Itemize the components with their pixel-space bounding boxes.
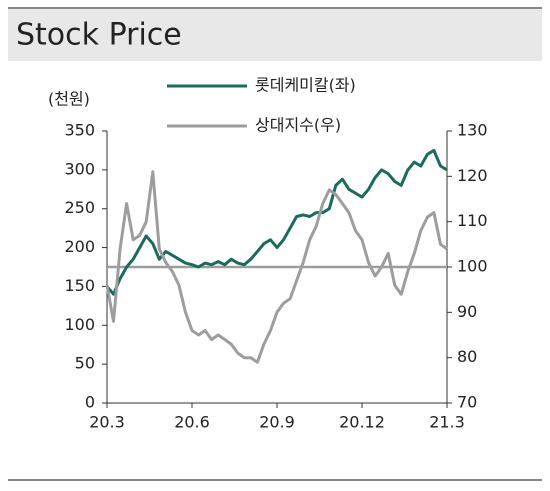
y2-tick-label: 90 xyxy=(457,302,477,321)
y2-tick-label: 120 xyxy=(457,166,488,185)
y2-tick-label: 110 xyxy=(457,211,488,230)
y2-tick-label: 70 xyxy=(457,393,477,412)
y2-tick-label: 80 xyxy=(457,347,477,366)
x-tick-label: 21.3 xyxy=(429,413,465,432)
x-tick-label: 20.6 xyxy=(174,413,210,432)
y-tick-label: 300 xyxy=(64,159,95,178)
series-line xyxy=(105,148,448,296)
y-tick-label: 0 xyxy=(85,393,95,412)
legend-label: 롯데케미칼(좌) xyxy=(255,76,356,95)
legend-label: 상대지수(우) xyxy=(255,116,341,135)
y2-tick-label: 130 xyxy=(457,121,488,140)
x-tick-label: 20.12 xyxy=(339,413,385,432)
x-tick-label: 20.3 xyxy=(89,413,125,432)
y-tick-label: 50 xyxy=(75,354,95,373)
y-tick-label: 250 xyxy=(64,198,95,217)
title-bar xyxy=(8,8,542,61)
x-tick-label: 20.9 xyxy=(259,413,295,432)
y-tick-label: 100 xyxy=(64,315,95,334)
series-line xyxy=(105,170,448,364)
y-tick-label: 150 xyxy=(64,276,95,295)
y2-tick-label: 100 xyxy=(457,257,488,276)
chart-title: Stock Price xyxy=(16,18,182,53)
y-tick-label: 200 xyxy=(64,237,95,256)
y-axis-label: (천원) xyxy=(48,90,90,109)
y-tick-label: 350 xyxy=(64,121,95,140)
